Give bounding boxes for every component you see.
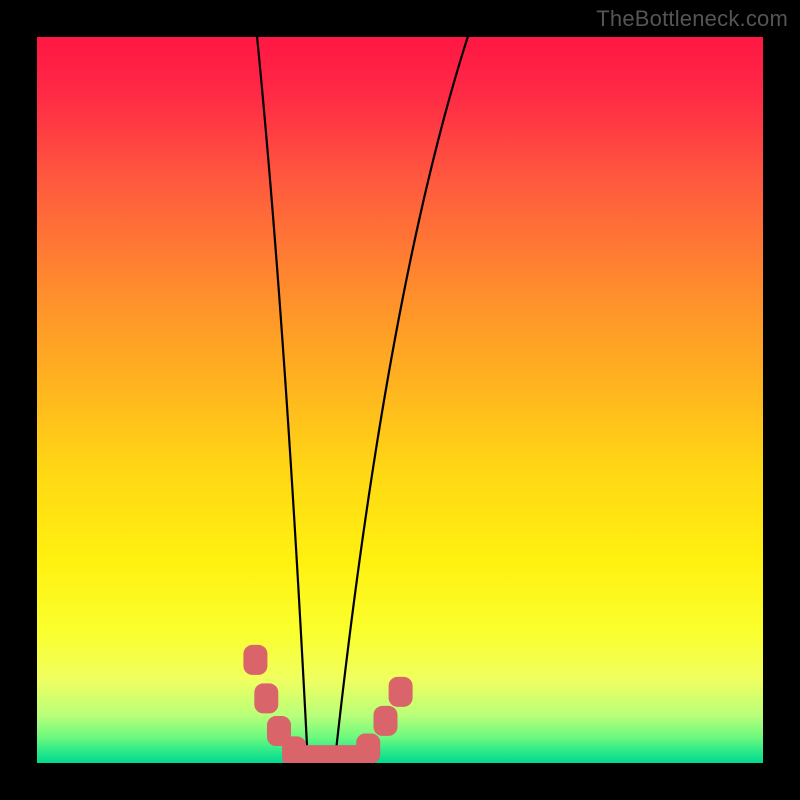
chart-stage: TheBottleneck.com bbox=[0, 0, 800, 800]
marker-10 bbox=[373, 706, 397, 736]
plot-background bbox=[37, 37, 763, 763]
marker-0 bbox=[243, 645, 267, 675]
watermark-text: TheBottleneck.com bbox=[596, 6, 788, 32]
marker-9 bbox=[356, 733, 380, 763]
bottleneck-chart bbox=[0, 0, 800, 800]
marker-1 bbox=[254, 683, 278, 713]
marker-11 bbox=[389, 677, 413, 707]
